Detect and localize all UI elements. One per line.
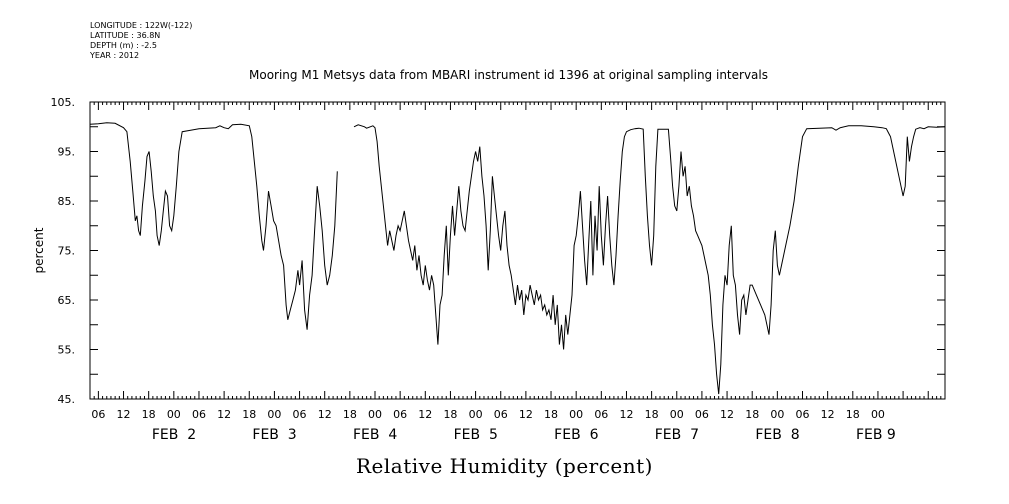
x-hour-tick-label: 06: [494, 408, 508, 421]
x-hour-tick-label: 00: [368, 408, 382, 421]
x-hour-tick-label: 06: [91, 408, 105, 421]
x-hour-tick-label: 00: [871, 408, 885, 421]
y-tick-label: 85.: [58, 195, 76, 208]
x-date-label: FEB 7: [655, 427, 699, 443]
x-hour-tick-label: 00: [569, 408, 583, 421]
x-date-label: FEB 2: [152, 427, 196, 443]
y-tick-label: 45.: [58, 393, 76, 406]
x-date-label: FEB 8: [755, 427, 799, 443]
plot-frame: [89, 101, 946, 400]
x-hour-tick-label: 12: [117, 408, 131, 421]
x-date-label: FEB 9: [856, 427, 896, 443]
x-hour-tick-label: 12: [418, 408, 432, 421]
chart-title: Mooring M1 Metsys data from MBARI instru…: [249, 68, 768, 82]
meta-depth: DEPTH (m) : -2.5: [90, 41, 157, 50]
x-hour-tick-label: 12: [318, 408, 332, 421]
x-date-label: FEB 4: [353, 427, 397, 443]
series-line: [353, 124, 946, 395]
x-hour-tick-label: 06: [695, 408, 709, 421]
x-hour-tick-label: 18: [343, 408, 357, 421]
meta-latitude: LATITUDE : 36.8N: [90, 31, 161, 40]
x-hour-tick-label: 06: [192, 408, 206, 421]
x-hour-tick-label: 00: [469, 408, 483, 421]
x-hour-tick-label: 00: [267, 408, 281, 421]
x-hour-tick-label: 00: [167, 408, 181, 421]
x-hour-tick-label: 18: [242, 408, 256, 421]
x-hour-tick-label: 12: [619, 408, 633, 421]
x-hour-tick-label: 18: [142, 408, 156, 421]
x-date-label: FEB 6: [554, 427, 598, 443]
metadata-block: LONGITUDE : 122W(-122) LATITUDE : 36.8N …: [90, 21, 192, 61]
y-tick-label: 55.: [58, 344, 76, 357]
x-hour-tick-label: 18: [846, 408, 860, 421]
y-tick-label: 95.: [58, 146, 76, 159]
x-hour-tick-label: 06: [293, 408, 307, 421]
series-line: [89, 122, 338, 330]
x-hour-tick-label: 00: [670, 408, 684, 421]
x-date-label: FEB 3: [252, 427, 296, 443]
meta-longitude: LONGITUDE : 122W(-122): [90, 21, 193, 30]
x-hour-tick-label: 12: [217, 408, 231, 421]
meta-year: YEAR : 2012: [90, 51, 140, 60]
x-hour-tick-label: 12: [821, 408, 835, 421]
x-hour-tick-label: 12: [519, 408, 533, 421]
y-tick-label: 105.: [51, 96, 76, 109]
y-tick-label: 65.: [58, 294, 76, 307]
x-hour-tick-label: 06: [393, 408, 407, 421]
x-hour-tick-label: 06: [594, 408, 608, 421]
y-tick-label: 75.: [58, 245, 76, 258]
x-hour-tick-label: 18: [544, 408, 558, 421]
x-hour-tick-label: 12: [720, 408, 734, 421]
x-hour-tick-label: 06: [796, 408, 810, 421]
y-axis-label: percent: [32, 227, 46, 273]
x-date-label: FEB 5: [454, 427, 498, 443]
x-hour-tick-label: 18: [745, 408, 759, 421]
x-axis-title: Relative Humidity (percent): [356, 454, 653, 478]
x-hour-tick-label: 18: [443, 408, 457, 421]
x-hour-tick-label: 00: [770, 408, 784, 421]
x-hour-tick-label: 18: [645, 408, 659, 421]
